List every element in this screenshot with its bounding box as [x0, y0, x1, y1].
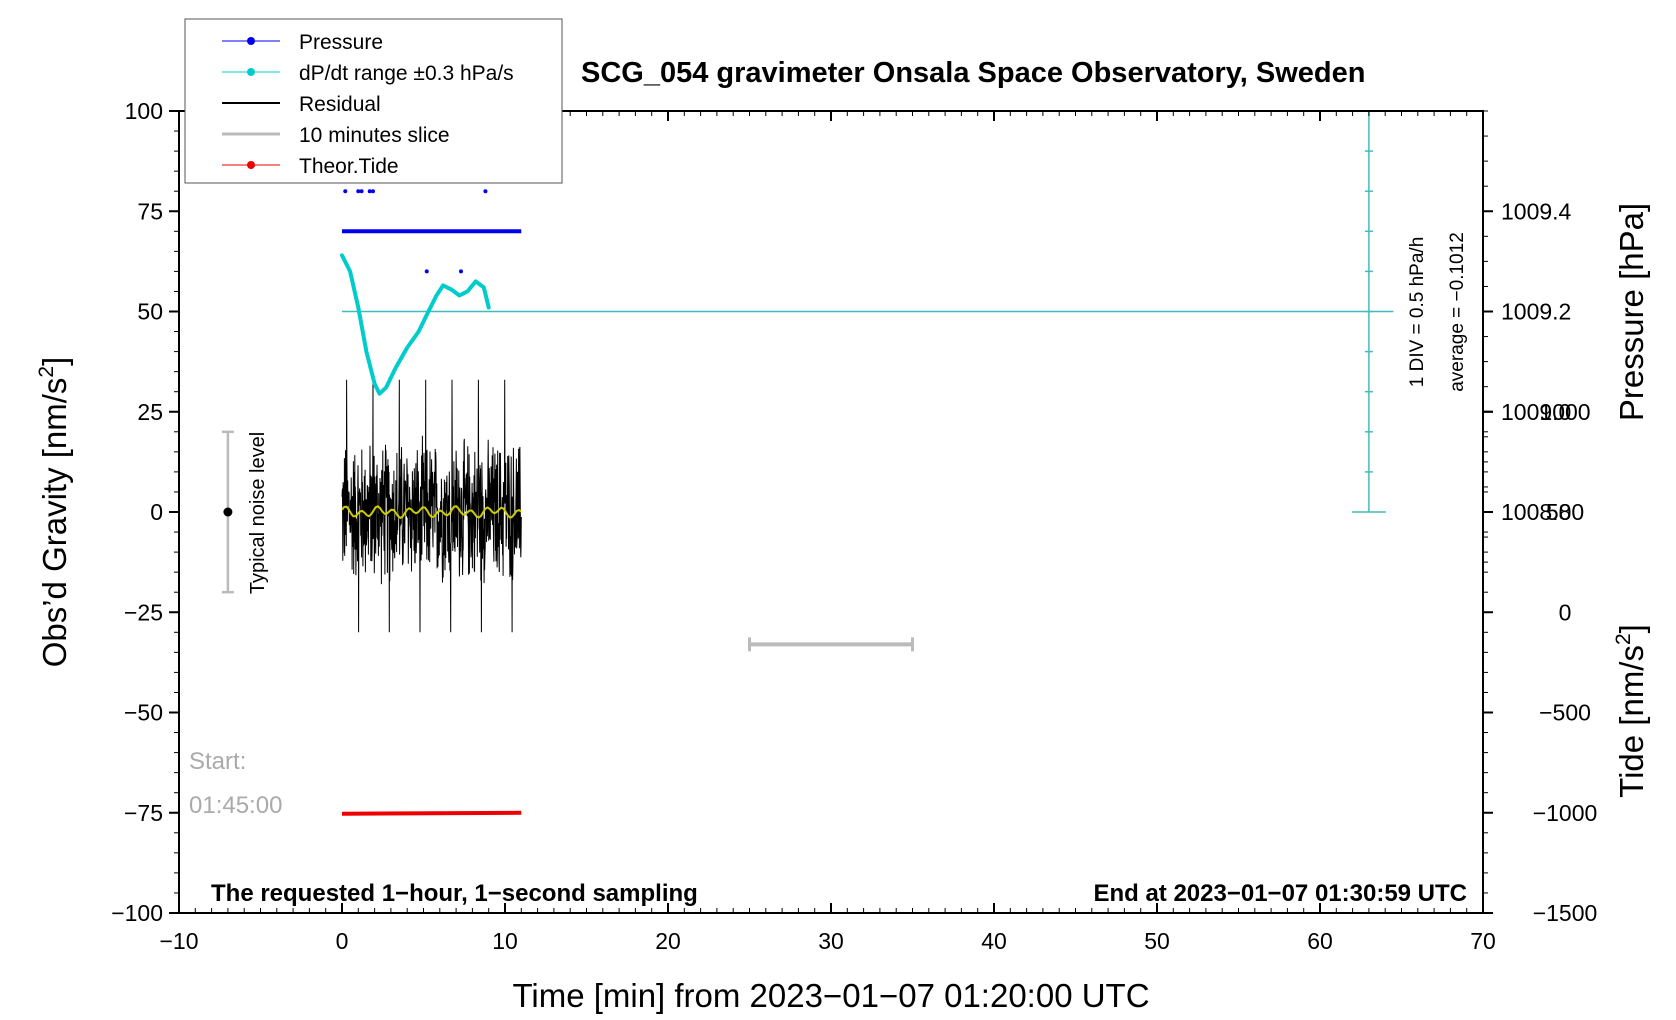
y-axis-pressure: 1009.4 1009.2 1009.0 1008.8 [1483, 110, 1572, 563]
pressure-point [370, 189, 375, 194]
theor-tide-line [341, 810, 522, 816]
tide-tick-label: 1000 [1539, 399, 1590, 425]
x-tick-label: 30 [818, 928, 844, 954]
dpdt-curve [340, 253, 491, 396]
pressure-point [359, 189, 364, 194]
tide-tick-label: 500 [1546, 499, 1584, 525]
y-axis-title-sup: 2 [35, 366, 58, 378]
y-tick-label: −75 [124, 800, 163, 826]
legend-marker [247, 37, 255, 45]
pressure-point [483, 189, 488, 194]
y-tick-label: −100 [111, 900, 163, 926]
x-axis: −10 0 10 20 30 40 50 60 70 [159, 111, 1496, 954]
dpdt-scale-bar [1351, 110, 1386, 513]
x-tick-label: −10 [159, 928, 198, 954]
residual-line [341, 379, 522, 633]
legend-label: Theor.Tide [299, 155, 399, 178]
residual-series [341, 379, 522, 633]
x-tick-label: 60 [1307, 928, 1333, 954]
legend-box [184, 18, 563, 184]
tide-axis-title-close: ] [1613, 624, 1650, 633]
residual-smoothed-series [341, 505, 522, 520]
y-tick-label: 25 [137, 399, 163, 425]
pressure-point [343, 189, 348, 194]
y-tick-label: 100 [125, 98, 163, 124]
x-tick-label: 70 [1470, 928, 1496, 954]
y-tick-label: 50 [137, 299, 163, 325]
y-tick-label: 75 [137, 198, 163, 224]
y-axis-title: Obs’d Gravity [nm/s2] [35, 357, 73, 668]
legend-label: 10 minutes slice [299, 124, 450, 147]
tide-tick-label: −1500 [1533, 900, 1598, 926]
pressure-point [424, 269, 429, 274]
tide-tick-label: 0 [1559, 599, 1572, 625]
legend-marker [247, 161, 255, 169]
start-time: 01:45:00 [189, 792, 282, 819]
theor-tide-series [341, 810, 522, 816]
x-tick-label: 0 [336, 928, 349, 954]
pressure-axis-title: Pressure [hPa] [1613, 203, 1650, 421]
scale-div-label: 1 DIV = 0.5 hPa/h [1407, 237, 1428, 388]
tide-axis-title: Tide [nm/s2] [1612, 624, 1650, 798]
y-tick-label: 0 [150, 499, 163, 525]
bottom-right-note: End at 2023−01−07 01:30:59 UTC [1093, 880, 1467, 907]
tide-tick-label: −1000 [1533, 800, 1598, 826]
pressure-series [342, 189, 522, 274]
pressure-point [367, 189, 372, 194]
x-axis-title: Time [min] from 2023−01−07 01:20:00 UTC [512, 977, 1149, 1014]
pressure-tick-label: 1009.0 [1501, 399, 1571, 425]
residual-smoothed-line [341, 505, 522, 520]
y-axis-gravity: 100 75 50 25 0 −25 −50 −75 −100 [111, 98, 179, 926]
x-tick-label: 50 [1144, 928, 1170, 954]
x-tick-label: 20 [655, 928, 681, 954]
noise-label: Typical noise level [247, 432, 269, 594]
pressure-tick-label: 1009.4 [1501, 198, 1572, 224]
legend-label: dP/dt range ±0.3 hPa/s [299, 62, 514, 85]
legend-marker [247, 68, 255, 76]
legend: Pressure dP/dt range ±0.3 hPa/s Residual 10… [184, 18, 563, 184]
y-tick-label: −25 [124, 599, 163, 625]
tide-axis-title-sup: 2 [1612, 633, 1635, 645]
pressure-tick-label: 1009.2 [1501, 299, 1571, 325]
ten-minute-slice-bar [748, 637, 914, 652]
bottom-left-note: The requested 1−hour, 1−second sampling [211, 880, 698, 907]
pressure-point [458, 269, 463, 274]
start-label: Start: [189, 748, 246, 775]
y-axis-title-close: ] [36, 357, 73, 366]
tide-tick-label: −500 [1539, 700, 1591, 726]
y-axis-tide: 1000 500 0 −500 −1000 −1500 [1483, 399, 1597, 926]
pressure-point [356, 189, 361, 194]
legend-label: Pressure [299, 31, 383, 54]
tide-axis-title-main: Tide [nm/s [1613, 645, 1650, 798]
pressure-tick-label: 1008.8 [1501, 499, 1571, 525]
dpdt-series [340, 253, 491, 396]
y-tick-label: −50 [124, 700, 163, 726]
noise-level-bar [221, 430, 234, 594]
x-tick-label: 40 [981, 928, 1007, 954]
chart-title: SCG_054 gravimeter Onsala Space Observat… [581, 57, 1365, 89]
legend-label: Residual [299, 93, 381, 116]
noise-bar-center [223, 507, 233, 517]
y-axis-title-main: Obs’d Gravity [nm/s [36, 378, 73, 668]
x-tick-label: 10 [492, 928, 518, 954]
scale-average-label: average = −0.1012 [1447, 232, 1468, 392]
